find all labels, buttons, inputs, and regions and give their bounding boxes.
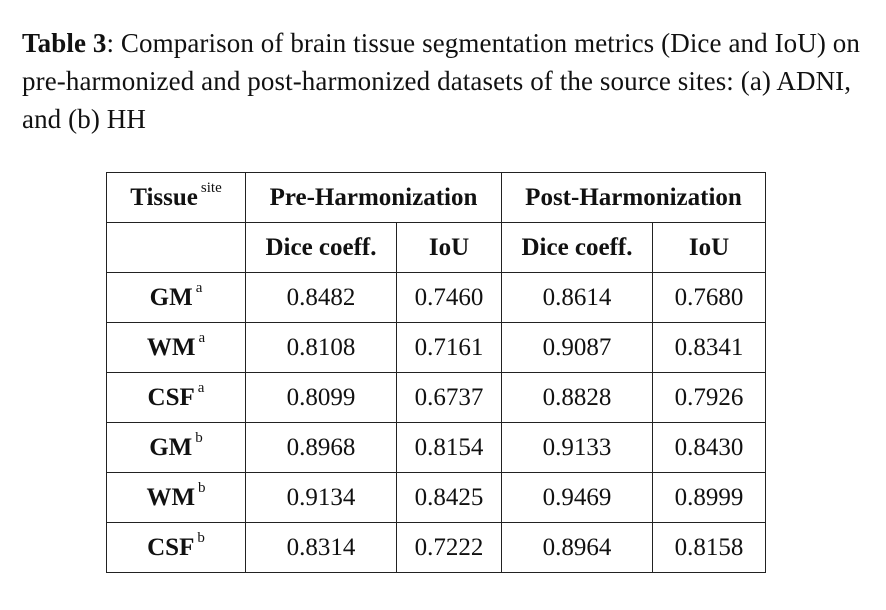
- tissue-cell: WM b: [106, 472, 246, 523]
- subheader-post-dice: Dice coeff.: [501, 222, 653, 273]
- subheader-pre-iou: IoU: [396, 222, 502, 273]
- pre-dice-cell: 0.8482: [245, 272, 397, 323]
- tissue-label: GM: [149, 283, 193, 311]
- subheader-post-iou: IoU: [652, 222, 766, 273]
- header-tissue-label: Tissue: [130, 183, 198, 211]
- subheader-row: Dice coeff. IoU Dice coeff. IoU: [106, 222, 766, 273]
- header-post-harmonization: Post-Harmonization: [501, 172, 766, 223]
- post-dice-cell: 0.9087: [501, 322, 653, 373]
- pre-dice-cell: 0.8099: [245, 372, 397, 423]
- post-iou-cell: 0.8341: [652, 322, 766, 373]
- pre-iou-cell: 0.8154: [396, 422, 502, 473]
- post-iou-cell: 0.8158: [652, 522, 766, 573]
- post-iou-cell: 0.7926: [652, 372, 766, 423]
- header-tissue-sup: site: [200, 180, 222, 197]
- pre-iou-cell: 0.7460: [396, 272, 502, 323]
- metrics-table: Tissue site Pre-Harmonization Post-Harmon…: [106, 172, 766, 573]
- pre-iou-cell: 0.7222: [396, 522, 502, 573]
- subheader-pre-dice: Dice coeff.: [245, 222, 397, 273]
- tissue-cell: CSF b: [106, 522, 246, 573]
- post-dice-cell: 0.8614: [501, 272, 653, 323]
- site-superscript: a: [195, 280, 203, 297]
- pre-iou-cell: 0.8425: [396, 472, 502, 523]
- table-body: GM a 0.8482 0.7460 0.8614 0.7680 WM a 0.8108 0.71…: [106, 272, 766, 573]
- site-superscript: b: [198, 480, 206, 497]
- site-superscript: b: [197, 530, 205, 547]
- tissue-cell: GM a: [106, 272, 246, 323]
- tissue-label: CSF: [147, 383, 195, 411]
- tissue-label: WM: [146, 483, 196, 511]
- pre-dice-cell: 0.8314: [245, 522, 397, 573]
- pre-iou-cell: 0.6737: [396, 372, 502, 423]
- header-pre-harmonization: Pre-Harmonization: [245, 172, 502, 223]
- post-dice-cell: 0.9133: [501, 422, 653, 473]
- post-iou-cell: 0.8999: [652, 472, 766, 523]
- pre-dice-cell: 0.9134: [245, 472, 397, 523]
- header-tissue: Tissue site: [106, 172, 246, 223]
- site-superscript: a: [197, 380, 205, 397]
- caption-text: : Comparison of brain tissue segmentatio…: [22, 28, 861, 134]
- table-row: GM b 0.8968 0.8154 0.9133 0.8430: [106, 422, 766, 473]
- table-row: WM b 0.9134 0.8425 0.9469 0.8999: [106, 472, 766, 523]
- pre-dice-cell: 0.8968: [245, 422, 397, 473]
- post-iou-cell: 0.7680: [652, 272, 766, 323]
- pre-dice-cell: 0.8108: [245, 322, 397, 373]
- caption-label: Table 3: [22, 28, 107, 58]
- table-row: WM a 0.8108 0.7161 0.9087 0.8341: [106, 322, 766, 373]
- table-row: CSF b 0.8314 0.7222 0.8964 0.8158: [106, 522, 766, 573]
- post-dice-cell: 0.8964: [501, 522, 653, 573]
- table-row: CSF a 0.8099 0.6737 0.8828 0.7926: [106, 372, 766, 423]
- site-superscript: b: [195, 430, 203, 447]
- tissue-label: CSF: [147, 533, 195, 561]
- post-dice-cell: 0.9469: [501, 472, 653, 523]
- site-superscript: a: [198, 330, 206, 347]
- tissue-cell: CSF a: [106, 372, 246, 423]
- tissue-cell: WM a: [106, 322, 246, 373]
- pre-iou-cell: 0.7161: [396, 322, 502, 373]
- table-row: GM a 0.8482 0.7460 0.8614 0.7680: [106, 272, 766, 323]
- post-iou-cell: 0.8430: [652, 422, 766, 473]
- post-dice-cell: 0.8828: [501, 372, 653, 423]
- tissue-label: WM: [146, 333, 196, 361]
- subheader-empty: [106, 222, 246, 273]
- header-row: Tissue site Pre-Harmonization Post-Harmon…: [106, 172, 766, 223]
- tissue-cell: GM b: [106, 422, 246, 473]
- tissue-label: GM: [149, 433, 193, 461]
- table-caption: Table 3: Comparison of brain tissue segm…: [22, 24, 867, 138]
